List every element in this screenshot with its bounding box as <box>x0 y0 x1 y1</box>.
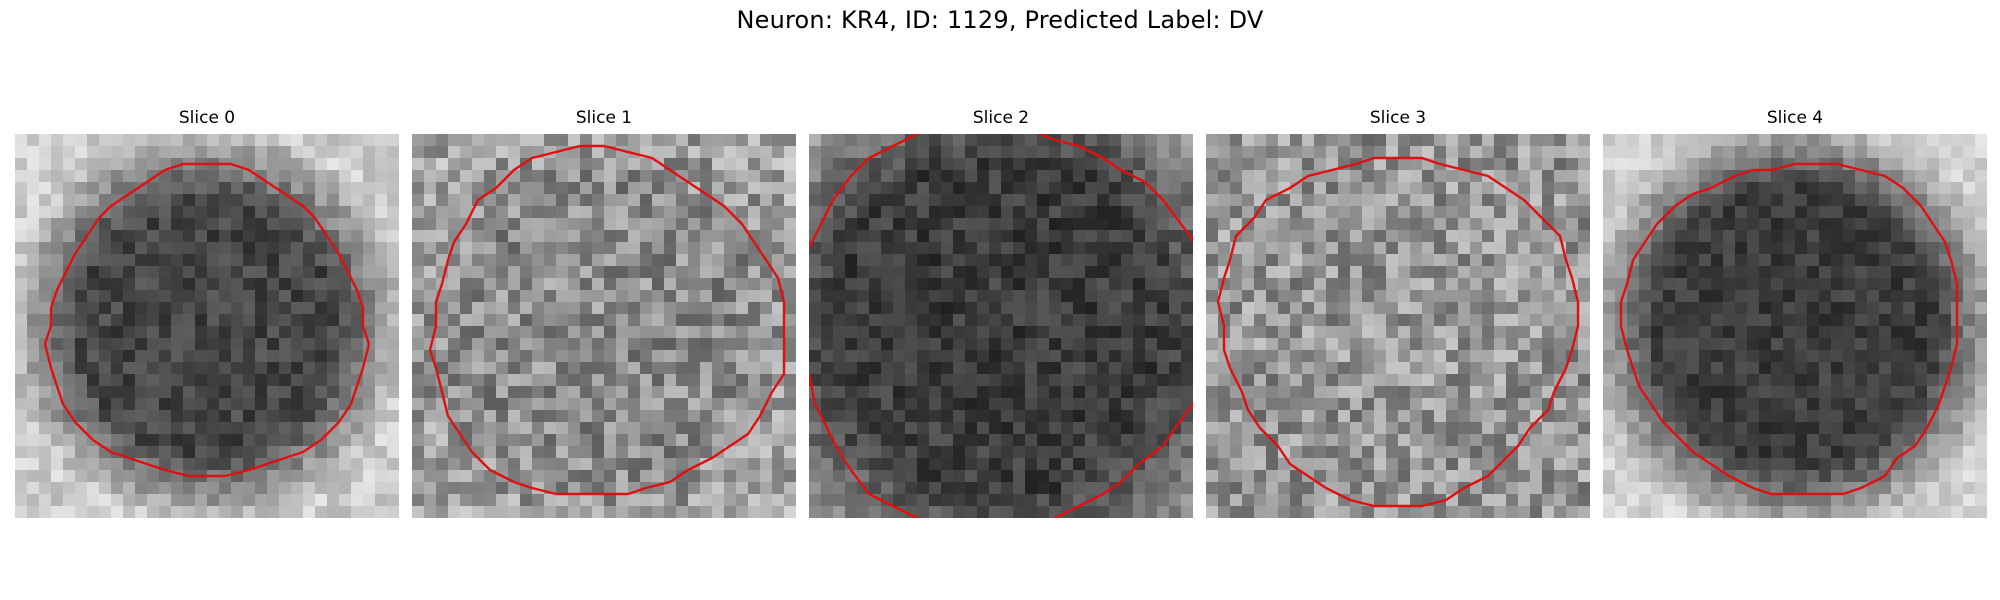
slice-title-3: Slice 3 <box>1369 108 1427 128</box>
slice-panel-3: Slice 3 <box>1206 108 1590 522</box>
slice-panel-2: Slice 2 <box>809 108 1193 522</box>
slice-image-0 <box>15 134 399 518</box>
cell-contour-2 <box>809 134 1193 518</box>
figure-title: Neuron: KR4, ID: 1129, Predicted Label: … <box>736 6 1264 34</box>
slice-title-0: Slice 0 <box>178 108 236 128</box>
slice-title-4: Slice 4 <box>1766 108 1824 128</box>
cell-contour-3 <box>1216 156 1580 508</box>
slice-title-2: Slice 2 <box>972 108 1030 128</box>
slice-panel-0: Slice 0 <box>15 108 399 522</box>
slice-panel-4: Slice 4 <box>1603 108 1987 522</box>
cell-contour-1 <box>428 144 786 496</box>
slice-image-1 <box>412 134 796 518</box>
slice-title-1: Slice 1 <box>575 108 633 128</box>
cell-contour-0 <box>43 162 371 478</box>
slice-image-4 <box>1603 134 1987 518</box>
cell-contour-4 <box>1619 162 1959 496</box>
slice-image-2 <box>809 134 1193 518</box>
slice-image-3 <box>1206 134 1590 518</box>
slice-panel-1: Slice 1 <box>412 108 796 522</box>
